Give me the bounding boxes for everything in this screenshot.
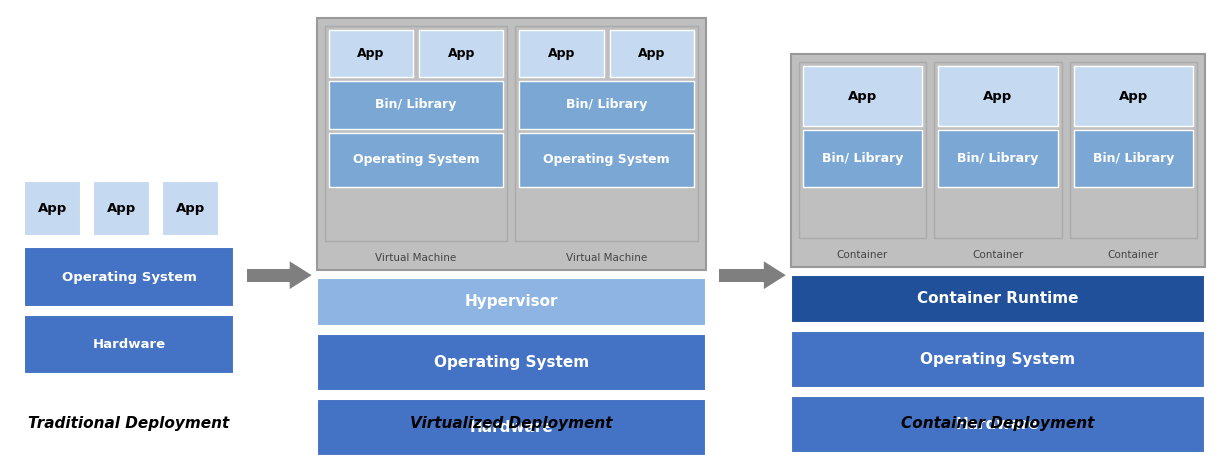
Polygon shape — [764, 261, 785, 289]
Bar — [25, 248, 234, 307]
Bar — [25, 181, 81, 236]
Bar — [247, 269, 290, 282]
Text: Container: Container — [1107, 250, 1159, 260]
Bar — [803, 66, 922, 126]
Text: Hardware: Hardware — [469, 420, 553, 435]
Text: Hypervisor: Hypervisor — [465, 294, 558, 309]
Text: Bin/ Library: Bin/ Library — [822, 152, 903, 165]
Text: Traditional Deployment: Traditional Deployment — [28, 416, 230, 431]
Bar — [938, 130, 1058, 187]
Bar — [328, 30, 413, 77]
Bar — [1069, 62, 1197, 238]
Text: App: App — [107, 202, 136, 215]
Text: Operating System: Operating System — [543, 153, 670, 167]
Bar — [520, 81, 694, 129]
Text: Container: Container — [972, 250, 1024, 260]
Text: Hardware: Hardware — [956, 417, 1040, 432]
Bar — [1074, 66, 1193, 126]
Text: Operating System: Operating System — [434, 355, 589, 370]
Bar — [790, 396, 1206, 453]
Text: App: App — [358, 47, 385, 60]
Text: Bin/ Library: Bin/ Library — [1093, 152, 1174, 165]
Bar — [328, 81, 504, 129]
Bar — [938, 66, 1058, 126]
Bar — [317, 399, 705, 455]
Bar — [317, 334, 705, 391]
Bar — [419, 30, 504, 77]
Bar — [25, 315, 234, 374]
Bar — [162, 181, 219, 236]
Bar — [790, 331, 1206, 388]
Bar — [520, 133, 694, 187]
Bar — [1074, 130, 1193, 187]
Text: Operating System: Operating System — [921, 352, 1075, 367]
Text: Operating System: Operating System — [353, 153, 479, 167]
Bar — [790, 275, 1206, 323]
Bar — [515, 26, 698, 241]
Text: Bin/ Library: Bin/ Library — [375, 98, 457, 111]
Text: Container Runtime: Container Runtime — [917, 292, 1079, 306]
Bar — [799, 62, 927, 238]
Bar — [324, 26, 508, 241]
Text: App: App — [447, 47, 474, 60]
Bar — [803, 130, 922, 187]
Text: Hardware: Hardware — [92, 338, 166, 351]
Text: App: App — [38, 202, 68, 215]
Text: Operating System: Operating System — [61, 271, 197, 283]
Text: App: App — [548, 47, 575, 60]
Bar — [317, 278, 705, 326]
Bar — [520, 30, 603, 77]
Text: App: App — [848, 90, 878, 102]
Polygon shape — [290, 261, 312, 289]
Text: Container Deployment: Container Deployment — [901, 416, 1095, 431]
Bar — [317, 18, 705, 270]
Text: Virtualized Deployment: Virtualized Deployment — [410, 416, 612, 431]
Text: Bin/ Library: Bin/ Library — [957, 152, 1039, 165]
Text: App: App — [1118, 90, 1148, 102]
Text: App: App — [176, 202, 205, 215]
Bar — [790, 55, 1206, 267]
Text: Virtual Machine: Virtual Machine — [567, 253, 648, 263]
Bar — [328, 133, 504, 187]
Text: Virtual Machine: Virtual Machine — [375, 253, 457, 263]
Text: App: App — [983, 90, 1013, 102]
Bar — [93, 181, 150, 236]
Bar — [934, 62, 1062, 238]
Bar — [719, 269, 764, 282]
Text: App: App — [638, 47, 665, 60]
Text: Container: Container — [837, 250, 889, 260]
Text: Bin/ Library: Bin/ Library — [565, 98, 648, 111]
Bar — [610, 30, 694, 77]
